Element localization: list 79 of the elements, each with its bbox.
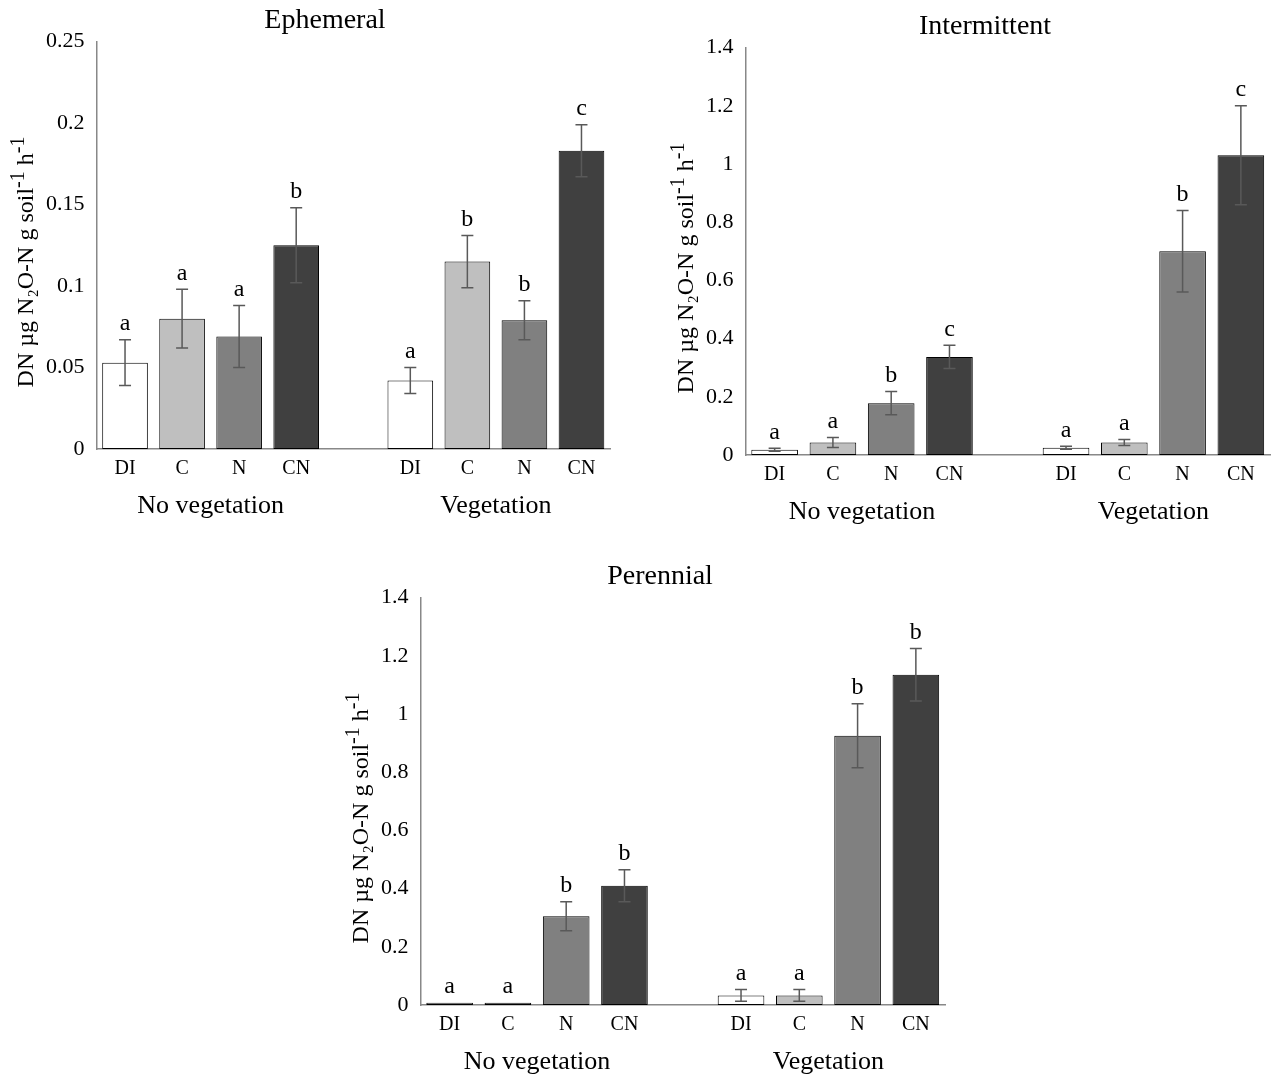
data-label: b xyxy=(618,838,631,865)
data-label: a xyxy=(444,971,456,998)
x-tick-label: DI xyxy=(1055,462,1077,485)
x-tick-label: C xyxy=(1117,462,1131,485)
data-label: b xyxy=(885,360,898,387)
data-label: a xyxy=(119,309,131,336)
y-tick-label: 0.8 xyxy=(381,757,409,783)
y-tick-label: 1 xyxy=(397,699,409,725)
x-tick-label: CN xyxy=(567,456,596,479)
x-tick-label: C xyxy=(792,1012,806,1035)
data-label: b xyxy=(290,177,303,204)
x-tick-label: N xyxy=(558,1012,574,1035)
data-label: a xyxy=(502,971,514,998)
data-label: a xyxy=(827,406,839,433)
x-tick-label: DI xyxy=(764,462,786,485)
x-tick-label: CN xyxy=(935,462,964,485)
y-tick-label: 0.2 xyxy=(706,382,734,408)
x-tick-label: N xyxy=(1175,462,1190,485)
x-tick-label: C xyxy=(826,462,840,485)
y-tick-label: 0.25 xyxy=(46,27,85,53)
data-label: a xyxy=(233,274,245,301)
y-tick-label: 0 xyxy=(722,440,734,466)
y-tick-label: 1 xyxy=(722,149,734,175)
data-label: a xyxy=(735,958,747,985)
data-label: a xyxy=(404,336,416,363)
data-label: b xyxy=(518,270,531,296)
data-label: b xyxy=(851,673,864,700)
x-tick-label: CN xyxy=(901,1012,930,1035)
data-label: c xyxy=(944,314,955,341)
x-tick-label: DI xyxy=(730,1012,752,1035)
y-tick-label: 1.4 xyxy=(381,583,409,609)
y-tick-label: 1.4 xyxy=(706,33,734,59)
data-label: b xyxy=(560,870,573,897)
data-label: a xyxy=(176,258,188,285)
y-tick-label: 0.15 xyxy=(46,190,85,216)
y-tick-label: 0.1 xyxy=(57,271,85,297)
y-tick-label: 0 xyxy=(73,434,85,460)
x-tick-label: N xyxy=(517,456,532,479)
x-tick-label: N xyxy=(883,462,899,485)
x-tick-label: DI xyxy=(399,456,421,479)
y-tick-label: 0.05 xyxy=(46,353,85,379)
data-label: a xyxy=(1118,408,1130,435)
x-tick-label: N xyxy=(850,1012,865,1035)
y-tick-label: 0.8 xyxy=(706,207,734,233)
x-tick-label: DI xyxy=(439,1012,461,1035)
data-label: a xyxy=(793,958,805,985)
data-label: c xyxy=(576,94,587,121)
y-tick-label: 0 xyxy=(397,990,409,1016)
text: No vegetation xyxy=(137,489,284,519)
y-tick-label: 0.2 xyxy=(381,932,409,958)
chart-title: Perennial xyxy=(607,559,714,591)
chart-title: Ephemeral xyxy=(264,3,386,35)
text: No vegetation xyxy=(463,1045,611,1075)
y-tick-label: 1.2 xyxy=(381,641,409,667)
data-label: a xyxy=(1060,415,1072,442)
x-tick-label: C xyxy=(501,1012,515,1035)
data-label: c xyxy=(1235,75,1247,102)
data-label: a xyxy=(769,417,781,444)
y-tick-label: 0.4 xyxy=(381,874,409,900)
x-tick-label: C xyxy=(460,456,475,479)
x-tick-label: C xyxy=(175,456,189,479)
x-tick-label: CN xyxy=(282,456,311,479)
y-tick-label: 1.2 xyxy=(706,91,734,117)
chart-title: Intermittent xyxy=(918,9,1052,41)
text: Vegetation xyxy=(440,489,552,519)
text: No vegetation xyxy=(788,495,936,525)
x-tick-label: CN xyxy=(1226,462,1255,485)
x-tick-label: N xyxy=(231,456,247,479)
x-tick-label: CN xyxy=(610,1012,639,1035)
text: Vegetation xyxy=(772,1045,885,1075)
text: Vegetation xyxy=(1097,495,1210,525)
data-label: b xyxy=(1176,179,1189,206)
y-tick-label: 0.4 xyxy=(706,324,734,350)
y-tick-label: 0.2 xyxy=(57,108,85,134)
data-label: b xyxy=(461,204,474,231)
y-tick-label: 0.6 xyxy=(706,266,734,292)
y-tick-label: 0.6 xyxy=(381,816,409,842)
data-label: b xyxy=(909,617,922,644)
x-tick-label: DI xyxy=(114,456,136,479)
